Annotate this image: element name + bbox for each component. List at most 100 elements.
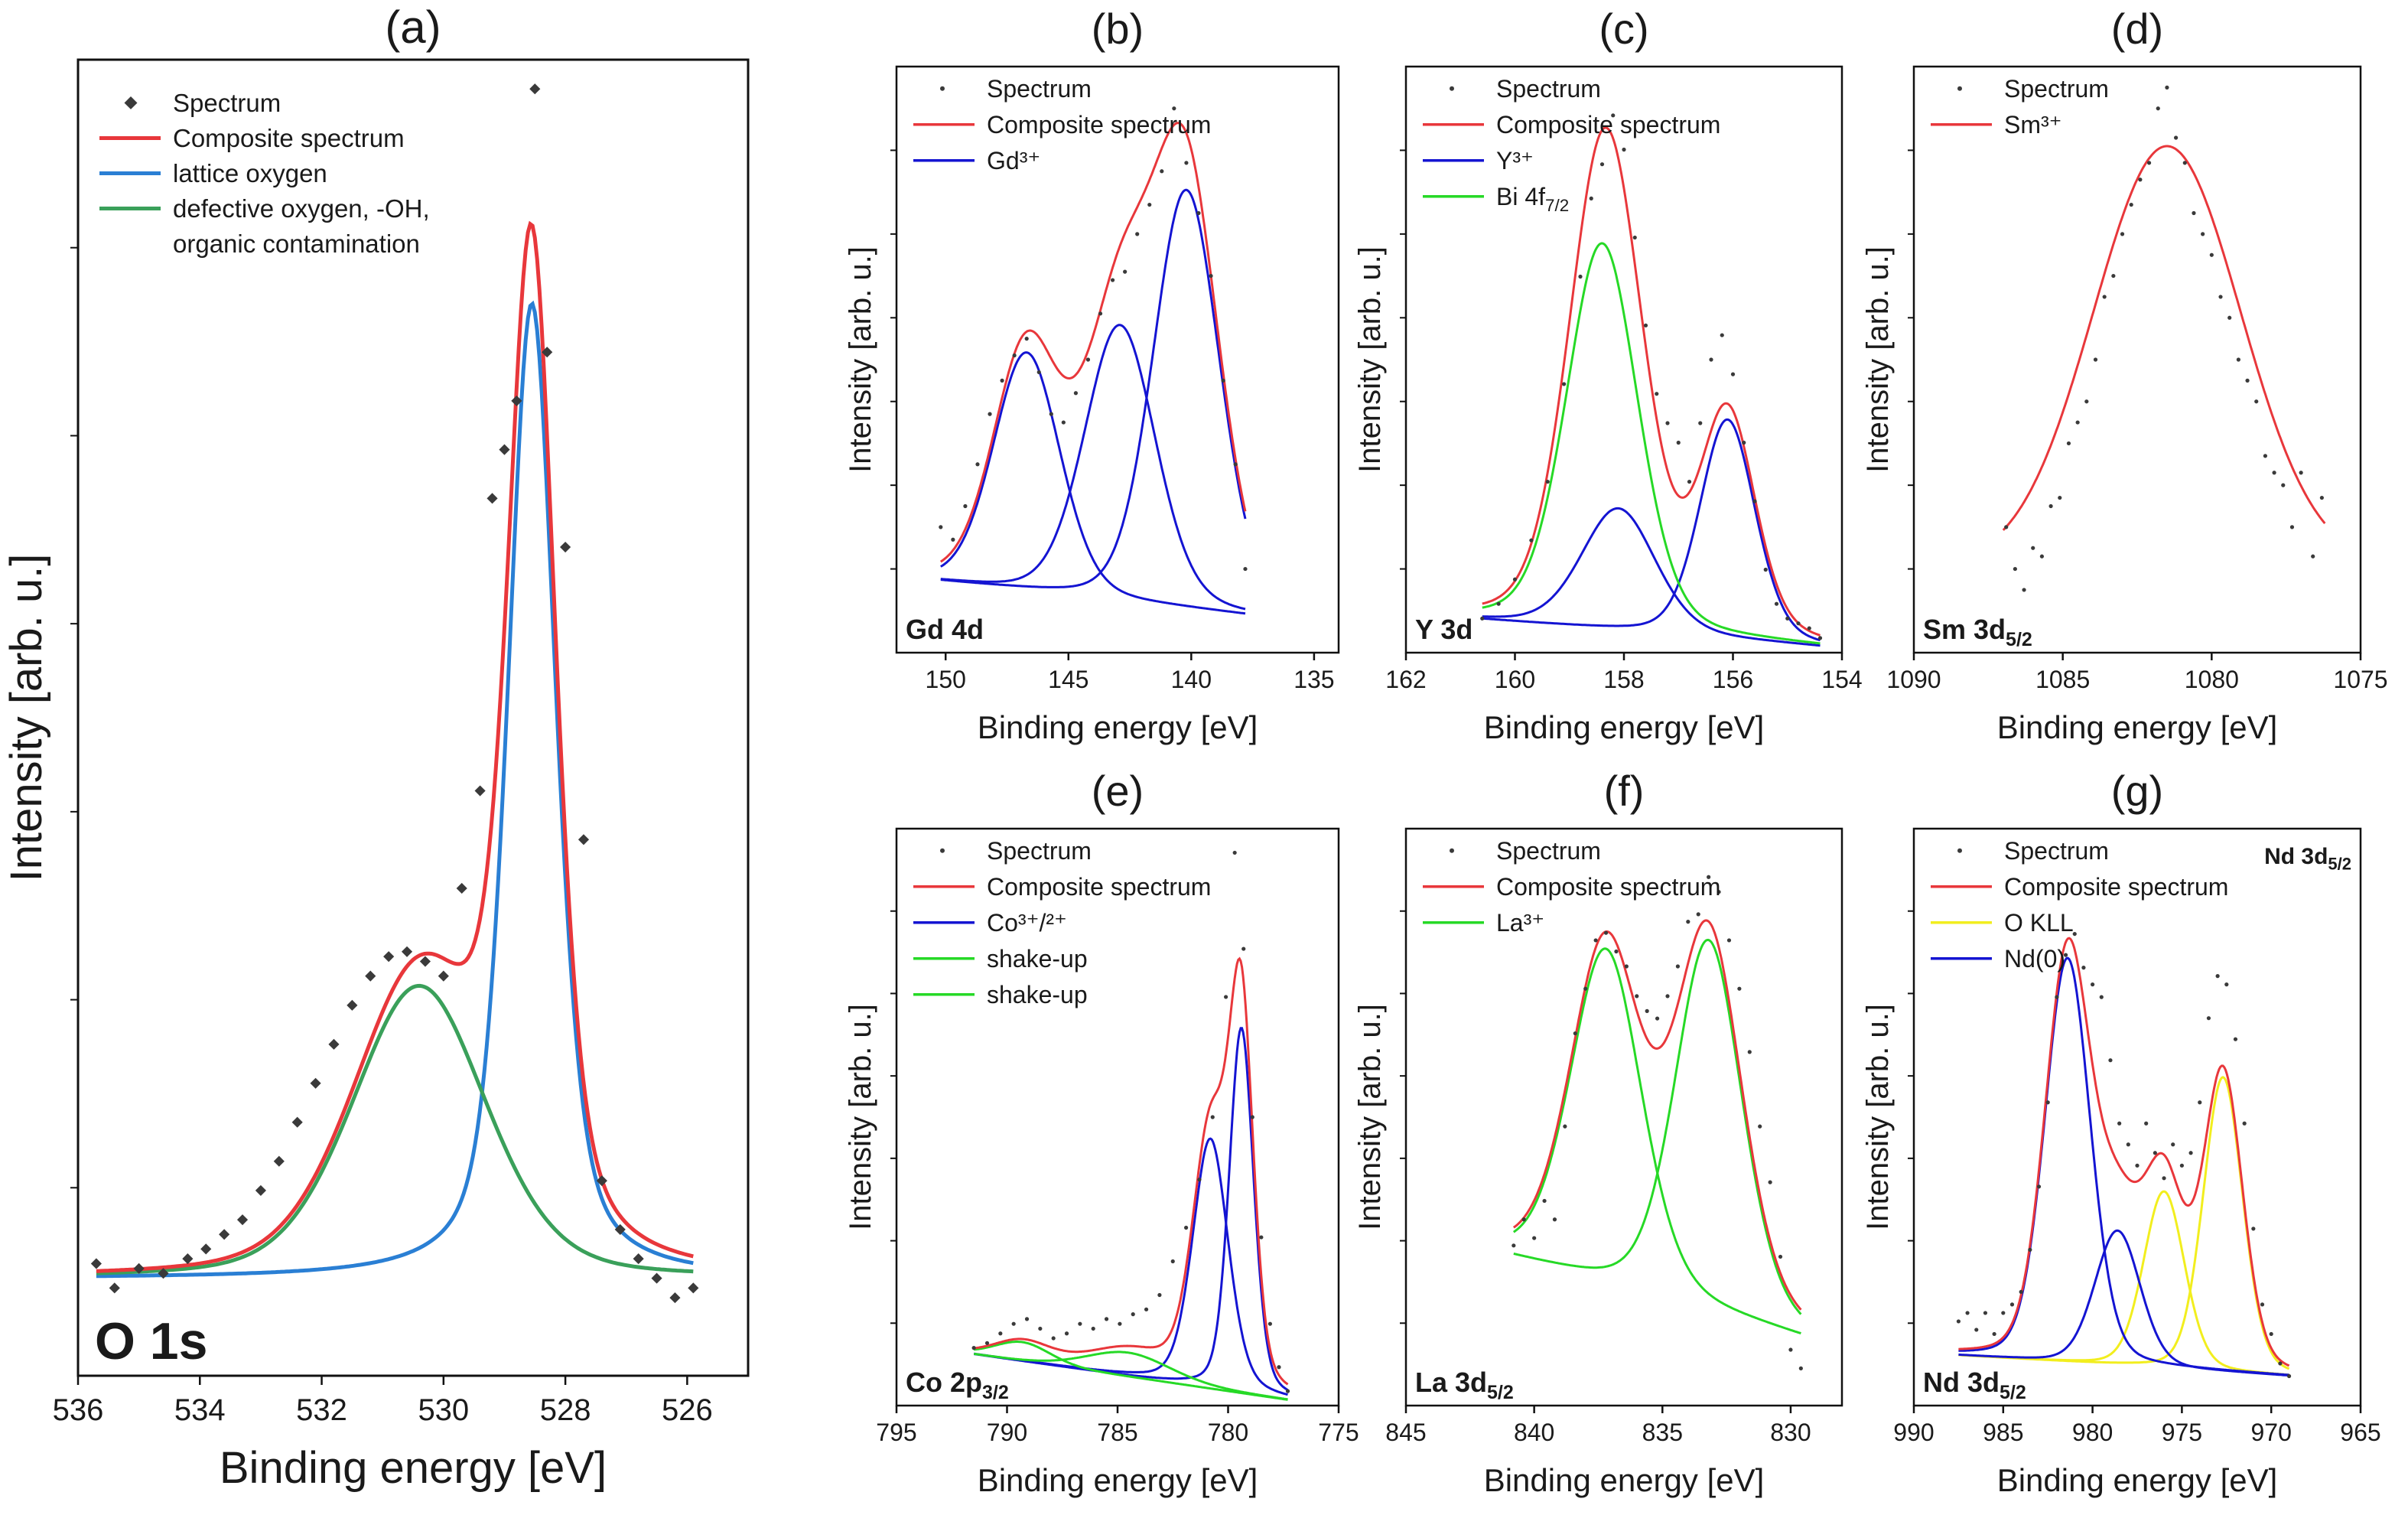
- spectrum-point: [1665, 421, 1670, 425]
- panel-c: (c) 162 160 158 156 154 Binding energy [eV] Int…: [1353, 5, 1863, 745]
- spectrum-point: [1232, 850, 1237, 855]
- spectrum-point: [2039, 554, 2045, 559]
- component-curve: [96, 983, 694, 1276]
- spectrum-point: [971, 1346, 976, 1350]
- x-tick-label: 1075: [2333, 666, 2387, 693]
- spectrum-point: [486, 493, 498, 504]
- x-tick-label: 156: [1713, 666, 1753, 693]
- spectrum-point: [2156, 106, 2160, 111]
- spectrum-point: [1183, 1225, 1189, 1230]
- panel-d: (d) 1090 1085 1080 1075 Binding energy [eV] In…: [1861, 5, 2388, 745]
- spectrum-point: [2272, 471, 2276, 475]
- x-tick-label: 990: [1893, 1419, 1934, 1446]
- spectrum-point: [438, 970, 449, 982]
- spectrum-point: [2102, 295, 2107, 299]
- x-tick-label: 970: [2251, 1419, 2292, 1446]
- legend-marker: [940, 848, 945, 853]
- component-curve: [1958, 1076, 2290, 1370]
- legend-label: Spectrum: [1496, 75, 1601, 103]
- legend-label: defective oxygen, -OH,: [173, 194, 430, 223]
- spectrum-point: [511, 395, 522, 406]
- spectrum-point: [1698, 421, 1703, 425]
- x-tick-label: 790: [987, 1419, 1027, 1446]
- spectrum-point: [2286, 1373, 2292, 1379]
- spectrum-point: [2084, 399, 2089, 404]
- spectrum-point: [347, 999, 358, 1011]
- spectrum-point: [1635, 994, 1639, 999]
- core-level-label: Co 2p3/2: [906, 1367, 1009, 1403]
- legend-label: Composite spectrum: [987, 873, 1211, 901]
- x-tick-label: 795: [876, 1419, 916, 1446]
- spectrum-point: [578, 834, 590, 845]
- panel-b: (b) 150 145 140 135 Binding energy [eV] Intens…: [844, 5, 1340, 745]
- spectrum-point: [1110, 278, 1115, 282]
- legend-label: O KLL: [2004, 909, 2074, 937]
- legend-label: Bi 4f7/2: [1496, 183, 1569, 215]
- spectrum-point: [2269, 1331, 2273, 1337]
- plot-frame: [895, 827, 1340, 1407]
- x-tick-label: 975: [2162, 1419, 2202, 1446]
- spectrum-point: [1267, 1321, 1273, 1326]
- spectrum-point: [560, 541, 571, 553]
- spectrum-point: [2236, 357, 2240, 362]
- spectrum-point: [133, 1262, 145, 1274]
- spectrum-point: [1817, 636, 1823, 640]
- spectrum-point: [2254, 399, 2259, 404]
- x-tick-label: 845: [1385, 1419, 1426, 1446]
- component-curve: [974, 1137, 1288, 1396]
- core-level-label: La 3d5/2: [1415, 1367, 1514, 1403]
- spectrum-point: [951, 537, 955, 542]
- spectrum-point: [2299, 471, 2303, 475]
- spectrum-point: [1992, 1331, 1996, 1337]
- spectrum-point: [2081, 966, 2086, 970]
- spectrum-point: [1974, 1328, 1979, 1332]
- spectrum-point: [1599, 162, 1605, 167]
- legend-label: shake-up: [987, 981, 1088, 1008]
- spectrum-point: [1197, 1178, 1202, 1182]
- legend-label: Co³⁺/²⁺: [987, 909, 1067, 937]
- plot-frame: [1404, 827, 1843, 1407]
- legend-label: organic contamination: [173, 230, 420, 258]
- spectrum-point: [651, 1272, 662, 1284]
- spectrum-point: [1665, 994, 1670, 999]
- spectrum-point: [383, 951, 395, 963]
- composite-curve: [1482, 126, 1821, 637]
- y-axis-label: Intensity [arb. u.]: [1861, 246, 1895, 473]
- spectrum-point: [1747, 1050, 1752, 1054]
- spectrum-point: [1131, 1312, 1135, 1317]
- x-axis-label: Binding energy [eV]: [1997, 1462, 2278, 1498]
- spectrum-point: [596, 1175, 607, 1187]
- spectrum-point: [2009, 1302, 2015, 1307]
- spectrum-point: [1542, 1198, 1547, 1204]
- spectrum-point: [1696, 912, 1700, 917]
- spectrum-point: [1123, 269, 1128, 274]
- spectrum-point: [2198, 1100, 2202, 1105]
- spectrum-point: [2091, 982, 2095, 987]
- spectrum-point: [2245, 378, 2250, 383]
- spectrum-point: [1144, 1307, 1149, 1311]
- component-curve: [940, 324, 1246, 611]
- spectrum-point: [2278, 1361, 2283, 1366]
- plot-frame: [1912, 65, 2362, 654]
- core-level-label: Gd 4d: [906, 614, 984, 645]
- x-tick-label: 160: [1495, 666, 1535, 693]
- spectrum-point: [236, 1214, 249, 1226]
- x-tick-label: 135: [1293, 666, 1334, 693]
- component-curve: [1482, 418, 1821, 642]
- legend-label: Sm³⁺: [2004, 111, 2062, 138]
- spectrum-point: [1078, 1321, 1082, 1326]
- legend-label: shake-up: [987, 945, 1088, 973]
- spectrum-point: [988, 412, 992, 416]
- spectrum-point: [1643, 323, 1648, 327]
- spectrum-point: [1720, 333, 1724, 337]
- x-axis-label: Binding energy [eV]: [978, 1462, 1258, 1498]
- spectrum-point: [2111, 273, 2116, 279]
- spectrum-point: [499, 444, 510, 455]
- spectrum-point: [2179, 1163, 2184, 1168]
- spectrum-point: [1064, 1331, 1069, 1336]
- spectrum-point: [1552, 1217, 1557, 1222]
- spectrum-point: [2215, 974, 2220, 979]
- spectrum-point: [2019, 1289, 2023, 1295]
- spectrum-point: [2201, 232, 2205, 236]
- spectrum-point: [2099, 995, 2104, 999]
